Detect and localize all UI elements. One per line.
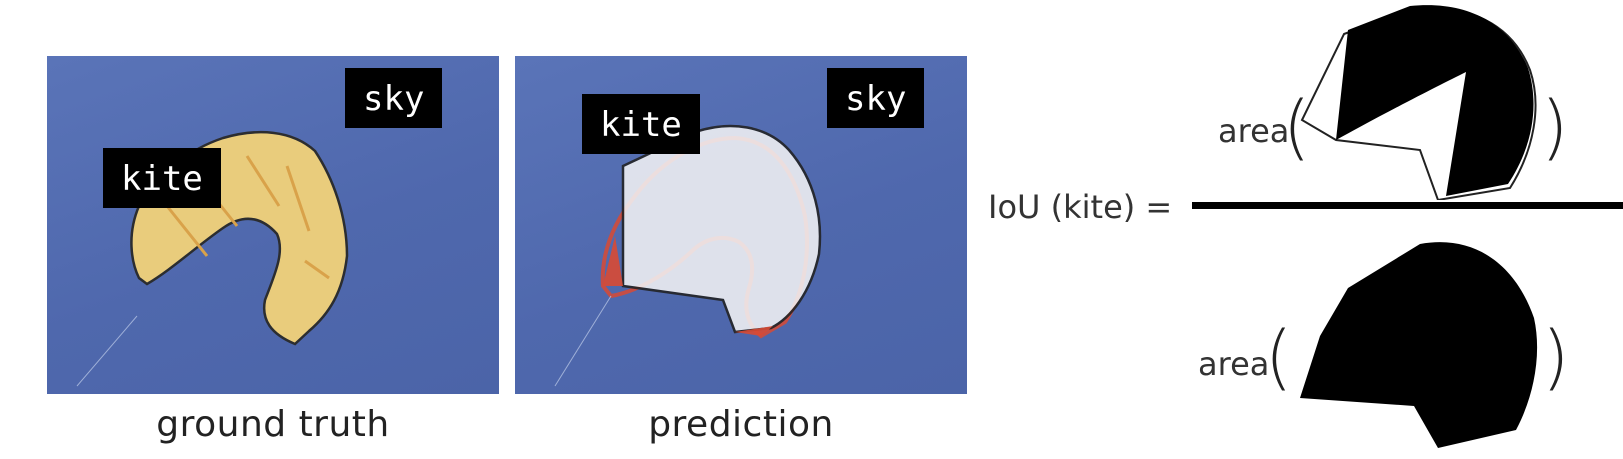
prediction-kite-mask (621, 124, 822, 334)
sky-label: sky (345, 68, 443, 128)
sky-label: sky (827, 68, 925, 128)
open-paren-bottom: ( (1265, 316, 1293, 398)
ground-truth-caption: ground truth (156, 404, 390, 445)
union-fill (1300, 242, 1538, 448)
kite-line (554, 295, 612, 387)
area-word-top: area (1218, 112, 1290, 150)
area-word-bottom: area (1198, 345, 1270, 383)
intersection-fill (1336, 5, 1534, 197)
prediction-kite-graphic (554, 124, 822, 387)
kite-label: kite (582, 94, 700, 154)
prediction-image: sky kite (515, 56, 967, 394)
intersection-shape (1300, 5, 1537, 200)
ground-truth-image: sky kite (47, 56, 499, 394)
kite-line (76, 315, 138, 387)
prediction-caption: prediction (648, 404, 834, 445)
fraction-bar (1192, 202, 1623, 209)
union-shape (1300, 242, 1538, 448)
kite-label: kite (103, 148, 221, 208)
close-paren-bottom: ) (1542, 316, 1570, 398)
open-paren-top: ( (1283, 86, 1311, 168)
close-paren-top: ) (1541, 86, 1569, 168)
iou-formula-lhs: IoU (kite) = (988, 188, 1173, 226)
